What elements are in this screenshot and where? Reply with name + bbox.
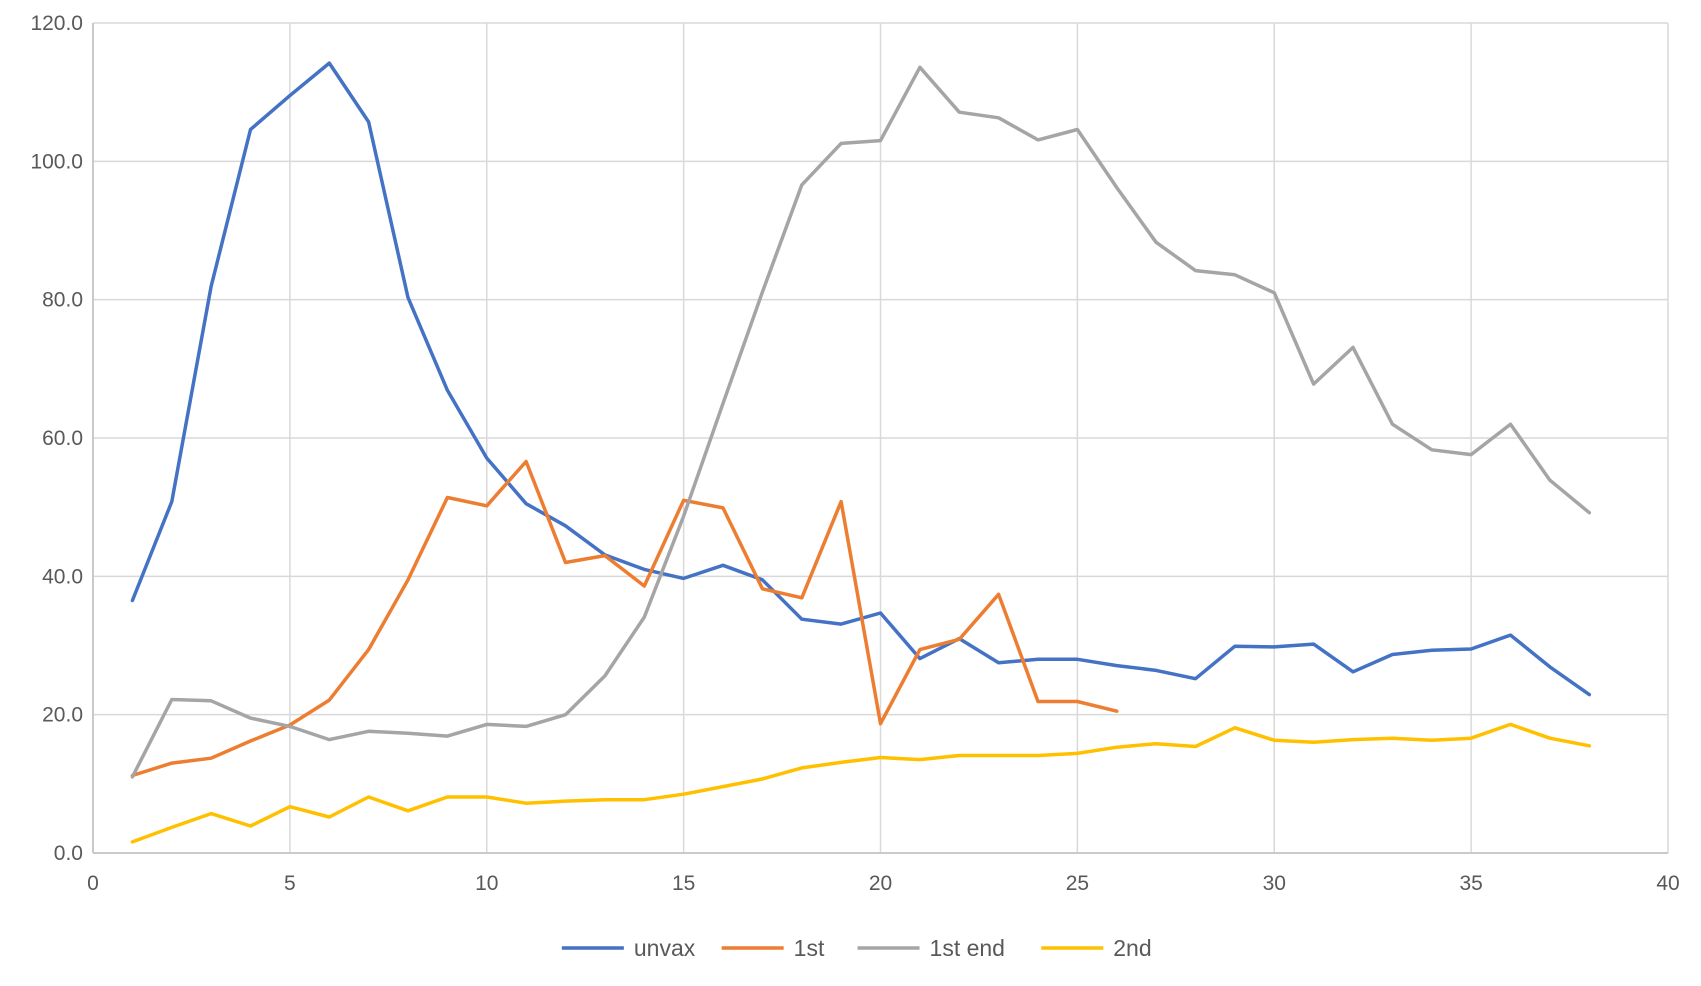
y-tick-label-3: 60.0 <box>42 427 83 450</box>
y-tick-label-0: 0.0 <box>54 842 83 865</box>
axes: 0.0 20.0 40.0 60.0 80.0 100.0 120.0 0 5 10 15 20 25 3… <box>30 12 1679 895</box>
x-tick-label-3: 15 <box>672 872 695 895</box>
series-lines <box>130 61 1592 844</box>
x-tick-label-7: 35 <box>1459 872 1482 895</box>
series-line-1st <box>130 459 1119 778</box>
legend-label-2nd: 2nd <box>1113 935 1151 961</box>
grid-lines <box>92 22 1669 854</box>
legend-item-1st-end: 1st end <box>857 935 1005 961</box>
legend-item-unvax: unvax <box>561 935 696 961</box>
legend-item-1st: 1st <box>721 935 825 961</box>
legend-label-1st: 1st <box>794 935 825 961</box>
x-tick-label-2: 10 <box>475 872 498 895</box>
x-tick-label-6: 30 <box>1263 872 1286 895</box>
series-line-1st-end <box>130 65 1592 779</box>
x-tick-label-0: 0 <box>87 872 99 895</box>
y-tick-label-2: 40.0 <box>42 565 83 588</box>
series-line-2nd <box>130 722 1592 844</box>
legend-item-2nd: 2nd <box>1041 935 1152 961</box>
x-tick-label-1: 5 <box>284 872 296 895</box>
x-tick-label-4: 20 <box>869 872 892 895</box>
y-tick-label-4: 80.0 <box>42 289 83 312</box>
y-tick-label-6: 120.0 <box>30 12 83 35</box>
x-tick-label-5: 25 <box>1066 872 1089 895</box>
legend-label-1st-end: 1st end <box>930 935 1005 961</box>
legend: unvax 1st 1st end 2nd <box>561 935 1152 961</box>
y-tick-label-1: 20.0 <box>42 704 83 727</box>
legend-label-unvax: unvax <box>634 935 696 961</box>
x-tick-label-8: 40 <box>1656 872 1679 895</box>
y-tick-label-5: 100.0 <box>30 150 83 173</box>
